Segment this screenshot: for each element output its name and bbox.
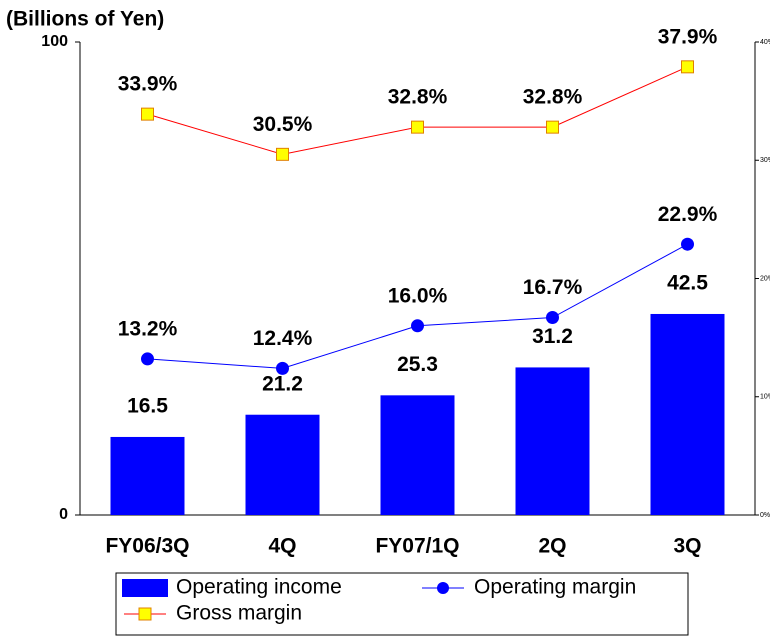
data-label: 42.5 xyxy=(667,272,708,295)
legend-box xyxy=(115,572,689,636)
data-label: 32.8% xyxy=(388,86,448,109)
bar xyxy=(650,313,725,515)
data-label: 12.4% xyxy=(253,327,313,350)
marker xyxy=(141,107,154,121)
y-tick-label: 0 xyxy=(59,506,68,523)
marker xyxy=(681,60,694,74)
legend-swatch xyxy=(122,579,168,597)
marker xyxy=(276,147,289,161)
bar xyxy=(515,367,590,515)
data-label: 13.2% xyxy=(118,317,178,340)
legend-label: Operating income xyxy=(176,576,342,599)
x-tick-label: 2Q xyxy=(538,535,566,558)
marker xyxy=(546,120,559,134)
legend-label: Gross margin xyxy=(176,602,302,625)
marker xyxy=(546,311,559,325)
x-tick-label: 3Q xyxy=(673,535,701,558)
y2-tick-label: 20% xyxy=(760,275,770,282)
y2-tick-label: 40% xyxy=(760,39,770,46)
legend-marker xyxy=(437,582,449,594)
data-label: 22.9% xyxy=(658,203,718,226)
legend-label: Operating margin xyxy=(474,576,636,599)
data-label: 25.3 xyxy=(397,353,438,376)
x-tick-label: FY06/3Q xyxy=(105,535,189,558)
y2-tick-label: 0% xyxy=(760,512,770,519)
data-label: 16.5 xyxy=(127,395,168,418)
data-label: 21.2 xyxy=(262,372,303,395)
data-label: 16.0% xyxy=(388,284,448,307)
marker xyxy=(411,120,424,134)
x-tick-label: FY07/1Q xyxy=(375,535,459,558)
data-label: 30.5% xyxy=(253,113,313,136)
legend-marker xyxy=(138,607,152,621)
x-tick-label: 4Q xyxy=(268,535,296,558)
bar xyxy=(245,414,320,515)
marker xyxy=(276,361,289,375)
y-tick-label: 100 xyxy=(41,33,68,50)
data-label: 33.9% xyxy=(118,73,178,96)
data-label: 31.2 xyxy=(532,325,573,348)
data-label: 32.8% xyxy=(523,86,583,109)
data-label: 37.9% xyxy=(658,25,718,48)
bar xyxy=(380,395,455,515)
marker xyxy=(411,319,424,333)
line xyxy=(147,66,688,155)
y2-tick-label: 10% xyxy=(760,394,770,401)
y2-tick-label: 30% xyxy=(760,157,770,164)
bar xyxy=(110,436,185,515)
y-axis-label: (Billions of Yen) xyxy=(6,8,164,31)
marker xyxy=(681,237,694,251)
data-label: 16.7% xyxy=(523,276,583,299)
marker xyxy=(141,352,154,366)
